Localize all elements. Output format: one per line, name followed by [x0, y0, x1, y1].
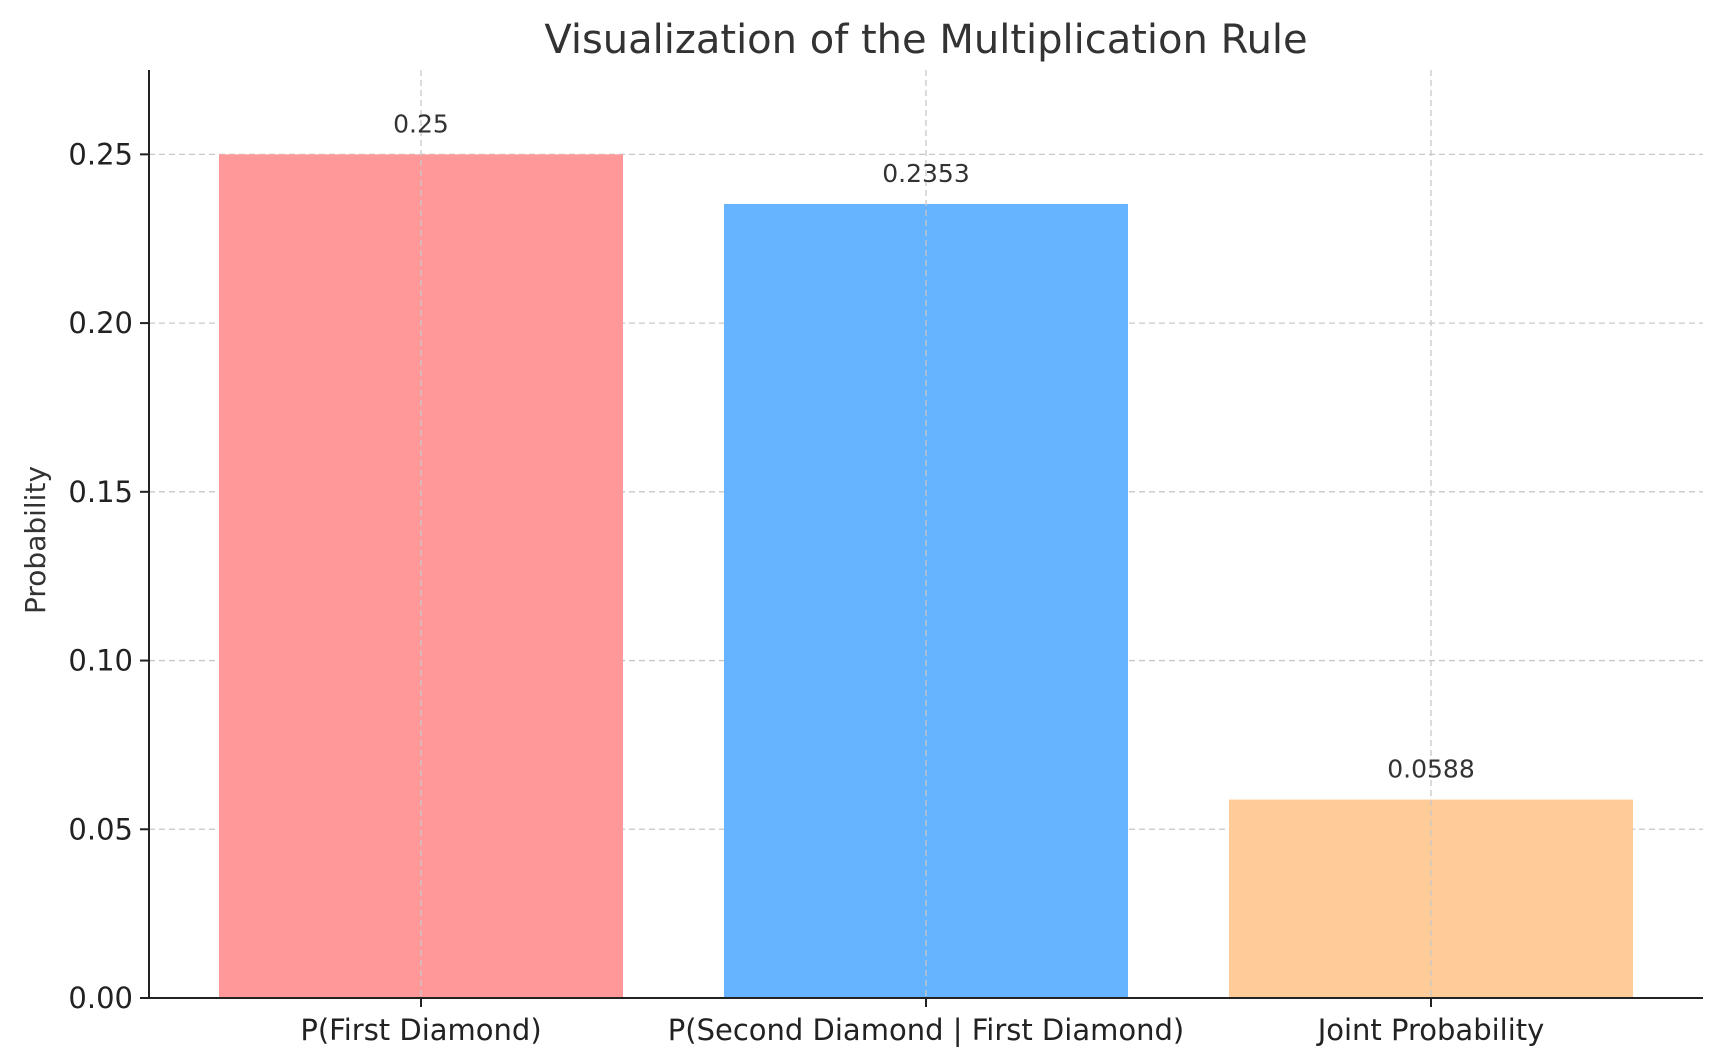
x-tick-label-2: Joint Probability [1316, 1013, 1545, 1047]
x-tick-label-0: P(First Diamond) [300, 1013, 541, 1047]
data-labels: 0.25 0.2353 0.0588 [393, 109, 1475, 783]
y-axis-label: Probability [19, 466, 52, 614]
bar-2 [1229, 799, 1633, 998]
y-tick-label-5: 0.25 [68, 137, 133, 171]
x-tick-label-1: P(Second Diamond | First Diamond) [668, 1013, 1184, 1047]
data-label-1: 0.2353 [882, 159, 969, 188]
y-tick-label-3: 0.15 [68, 475, 133, 509]
y-tick-label-1: 0.05 [68, 812, 133, 846]
y-ticks: 0.00 0.05 0.10 0.15 0.20 0.25 [68, 137, 149, 1015]
y-tick-label-2: 0.10 [68, 644, 133, 678]
y-tick-label-4: 0.20 [68, 306, 133, 340]
data-label-0: 0.25 [393, 109, 449, 138]
chart-title: Visualization of the Multiplication Rule [544, 17, 1307, 63]
data-label-2: 0.0588 [1387, 755, 1474, 784]
x-ticks: P(First Diamond) P(Second Diamond | First… [300, 998, 1544, 1047]
y-tick-label-0: 0.00 [68, 981, 133, 1015]
